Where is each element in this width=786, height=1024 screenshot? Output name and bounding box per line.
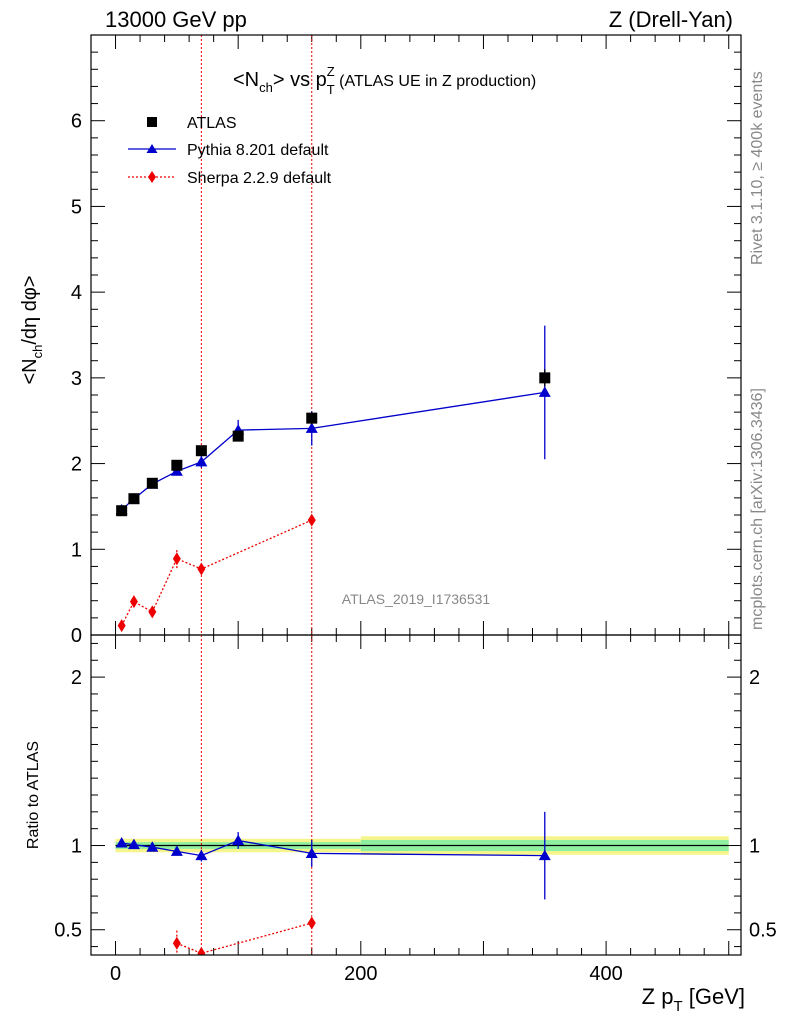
main-atlas-point xyxy=(306,412,318,424)
ratio-pythia-point xyxy=(127,838,140,850)
ratio-sherpa-point xyxy=(172,936,181,950)
main-sherpa-line xyxy=(121,519,313,626)
xlabel-sub: T xyxy=(673,998,682,1015)
ratio-pythia-point xyxy=(195,849,208,861)
title-main: <N xyxy=(233,69,259,91)
ratio-sherpa-point xyxy=(197,946,206,955)
main-atlas-point xyxy=(232,430,244,442)
xlabel-a: Z p xyxy=(642,984,674,1009)
ratio-sherpa-point xyxy=(307,916,316,930)
main-sherpa-point xyxy=(148,605,157,619)
x-axis-label: Z pT [GeV] xyxy=(642,984,745,1015)
title-suffix: (ATLAS UE in Z production) xyxy=(335,73,537,90)
title-mid: > vs p xyxy=(273,69,327,91)
mcplots-label: mcplots.cern.ch [arXiv:1306.3436] xyxy=(749,388,766,630)
main-atlas-point xyxy=(146,477,158,489)
main-atlas-point xyxy=(195,445,207,457)
main-y-tick-label: 4 xyxy=(71,282,82,304)
header-left: 13000 GeV pp xyxy=(105,7,247,32)
ratio-pythia-point xyxy=(115,837,128,848)
watermark: ATLAS_2019_I1736531 xyxy=(342,591,491,607)
main-y-tick-label: 5 xyxy=(71,196,82,218)
ylabel-a: <N xyxy=(19,358,41,384)
rivet-label: Rivet 3.1.10, ≥ 400k events xyxy=(749,71,766,265)
ratio-pythia-point xyxy=(146,841,159,852)
x-tick-label: 200 xyxy=(344,963,377,985)
main-sherpa-point xyxy=(197,562,206,576)
main-pythia-point xyxy=(195,455,208,467)
ratio-bands xyxy=(115,836,729,855)
ratio-panel: 0.5 0.5 1 1 2 2 0 200 400 Ratio to ATLAS Z pT [G… xyxy=(25,634,777,1015)
ratio-y-tick-label-right: 0.5 xyxy=(749,920,777,942)
main-pythia-line xyxy=(121,391,545,511)
ratio-y-tick-label: 1 xyxy=(71,836,82,858)
ratio-sherpa-line xyxy=(176,922,312,954)
main-atlas-point xyxy=(171,459,183,471)
main-atlas-point xyxy=(128,493,140,505)
main-y-tick-label: 0 xyxy=(71,625,82,647)
legend-marker-sherpa xyxy=(148,171,156,183)
main-y-tick-label: 1 xyxy=(71,539,82,561)
header-right: Z (Drell-Yan) xyxy=(609,7,733,32)
main-sherpa-point xyxy=(129,595,138,609)
legend-marker-atlas xyxy=(147,117,157,127)
main-vertical-lines xyxy=(200,35,313,635)
ratio-y-tick-label: 2 xyxy=(71,667,82,689)
main-series xyxy=(115,325,551,633)
main-sherpa-point xyxy=(117,619,126,633)
main-pythia-point xyxy=(538,386,551,397)
main-atlas-point xyxy=(539,372,551,384)
ratio-ticks: 0.5 0.5 1 1 2 2 0 200 400 xyxy=(54,635,777,985)
x-tick-label: 400 xyxy=(589,963,622,985)
legend-label-pythia: Pythia 8.201 default xyxy=(187,142,329,159)
main-y-tick-label: 6 xyxy=(71,111,82,133)
title-sup2: Z xyxy=(327,64,335,79)
legend-label-atlas: ATLAS xyxy=(187,115,237,132)
ratio-y-tick-label-right: 1 xyxy=(749,836,760,858)
main-y-label: <Nch/dη dφ> xyxy=(19,276,45,385)
legend-marker-pythia xyxy=(146,144,158,153)
ratio-y-tick-label-right: 2 xyxy=(749,667,760,689)
legend-label-sherpa: Sherpa 2.2.9 default xyxy=(187,170,332,187)
ylabel-sub: ch xyxy=(30,345,45,359)
title-sub1: ch xyxy=(259,80,273,95)
ratio-frame xyxy=(90,634,742,956)
main-pythia-point xyxy=(305,422,318,433)
xlabel-b: [GeV] xyxy=(683,984,745,1009)
ratio-y-label: Ratio to ATLAS xyxy=(25,741,42,849)
title-sub2: T xyxy=(327,82,335,97)
x-tick-label: 0 xyxy=(110,963,121,985)
ratio-pythia-point xyxy=(170,845,183,856)
main-sherpa-point xyxy=(172,552,181,566)
ratio-pythia-point xyxy=(305,847,318,858)
main-sherpa-point xyxy=(307,513,316,527)
legend: ATLAS Pythia 8.201 default Sherpa 2.2.9 … xyxy=(128,115,332,187)
main-y-ticks: 0 1 2 3 4 5 6 xyxy=(71,35,741,647)
ratio-vertical-lines xyxy=(200,635,313,955)
main-atlas-point xyxy=(116,505,128,517)
main-y-tick-label: 2 xyxy=(71,454,82,476)
ratio-y-tick-label: 0.5 xyxy=(54,920,82,942)
ylabel-b: /dη dφ> xyxy=(19,276,41,345)
ratio-series xyxy=(115,811,551,955)
ratio-pythia-point xyxy=(538,849,551,861)
ratio-pythia-point xyxy=(232,834,245,845)
chart-title: <Nch> vs pZ T (ATLAS UE in Z production) xyxy=(233,64,536,97)
main-y-tick-label: 3 xyxy=(71,368,82,390)
